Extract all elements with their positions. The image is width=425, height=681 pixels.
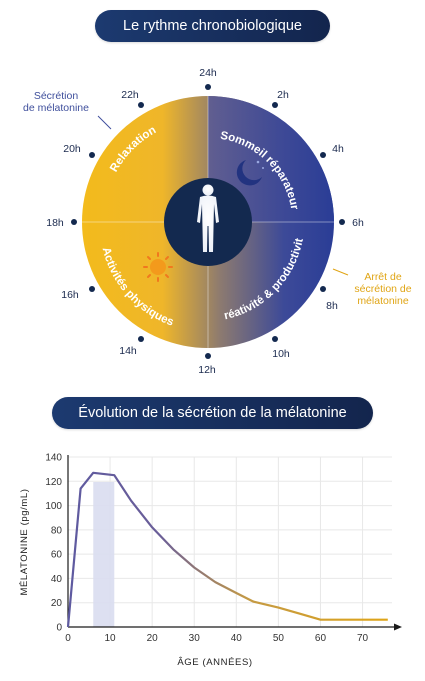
x-axis-arrow xyxy=(394,623,402,631)
page-title: Le rythme chronobiologique xyxy=(123,18,302,34)
note-secretion-line-2: de mélatonine xyxy=(23,102,89,114)
hour-label-6: 6h xyxy=(352,217,364,229)
y-tick-label: 80 xyxy=(51,525,63,536)
section-title: Évolution de la sécrétion de la mélatoni… xyxy=(78,405,347,421)
y-tick-label: 0 xyxy=(56,623,62,634)
hour-label-8: 8h xyxy=(326,300,338,312)
hour-dot-18 xyxy=(71,219,77,225)
note-stop-line-3: mélatonine xyxy=(357,295,409,307)
quadrant-sleep xyxy=(208,96,334,222)
moon-icon xyxy=(236,160,264,186)
x-tick-label: 70 xyxy=(357,633,369,644)
hour-dot-24 xyxy=(205,84,211,90)
hour-dot-14 xyxy=(138,336,144,342)
hour-dot-10 xyxy=(272,336,278,342)
x-tick-label: 50 xyxy=(273,633,285,644)
hour-dot-12 xyxy=(205,353,211,359)
hour-dot-2 xyxy=(272,102,278,108)
note-stop-line-2: sécrétion de xyxy=(354,283,411,295)
hour-label-2: 2h xyxy=(277,89,289,101)
chronobiology-clock: Sommeil réparateur Relaxation Activités … xyxy=(23,67,412,376)
hour-dots xyxy=(71,84,345,359)
y-tick-label: 140 xyxy=(45,453,62,464)
hour-label-12: 12h xyxy=(198,364,216,376)
y-tick-label: 40 xyxy=(51,574,63,585)
hour-label-14: 14h xyxy=(119,345,137,357)
x-tick-label: 40 xyxy=(231,633,243,644)
melatonin-chart: 0 20 40 60 80 100 120 140 0 10 20 30 40 50 60 70 MÉLAT… xyxy=(19,453,402,668)
hour-dot-6 xyxy=(339,219,345,225)
hour-dot-16 xyxy=(89,286,95,292)
person-icon xyxy=(197,184,219,252)
title-pill: Le rythme chronobiologique xyxy=(95,10,330,42)
y-tick-label: 60 xyxy=(51,550,63,561)
note-secretion-line-1: Sécrétion xyxy=(34,90,79,102)
sun-icon xyxy=(143,252,173,282)
highlight-band xyxy=(93,482,115,627)
y-tick-label: 100 xyxy=(45,501,62,512)
x-ticks: 0 10 20 30 40 50 60 70 xyxy=(65,633,368,644)
hour-label-10: 10h xyxy=(272,348,290,360)
x-axis-title: ÂGE (ANNÉES) xyxy=(177,657,252,668)
y-tick-label: 120 xyxy=(45,477,62,488)
hour-label-4: 4h xyxy=(332,143,344,155)
section-title-pill: Évolution de la sécrétion de la mélatoni… xyxy=(52,397,373,429)
note-stop-line-1: Arrêt de xyxy=(364,271,402,283)
hour-dot-4 xyxy=(320,152,326,158)
hour-label-18: 18h xyxy=(46,217,64,229)
hour-label-22: 22h xyxy=(121,89,139,101)
note-secretion-pointer xyxy=(97,115,112,130)
x-tick-label: 20 xyxy=(147,633,159,644)
hour-dot-22 xyxy=(138,102,144,108)
y-tick-label: 20 xyxy=(51,598,63,609)
hour-dot-20 xyxy=(89,152,95,158)
note-stop-pointer xyxy=(332,268,349,276)
hour-dot-8 xyxy=(320,286,326,292)
hour-label-20: 20h xyxy=(63,143,81,155)
melatonin-series-line xyxy=(66,471,388,628)
x-tick-label: 0 xyxy=(65,633,71,644)
x-tick-label: 10 xyxy=(105,633,117,644)
y-axis-title: MÉLATONINE (pg/mL) xyxy=(19,488,30,595)
x-tick-label: 60 xyxy=(315,633,327,644)
chart-grid xyxy=(68,456,392,627)
hour-label-24: 24h xyxy=(199,67,217,79)
hour-label-16: 16h xyxy=(61,289,79,301)
y-ticks: 0 20 40 60 80 100 120 140 xyxy=(45,453,62,634)
x-tick-label: 30 xyxy=(189,633,201,644)
